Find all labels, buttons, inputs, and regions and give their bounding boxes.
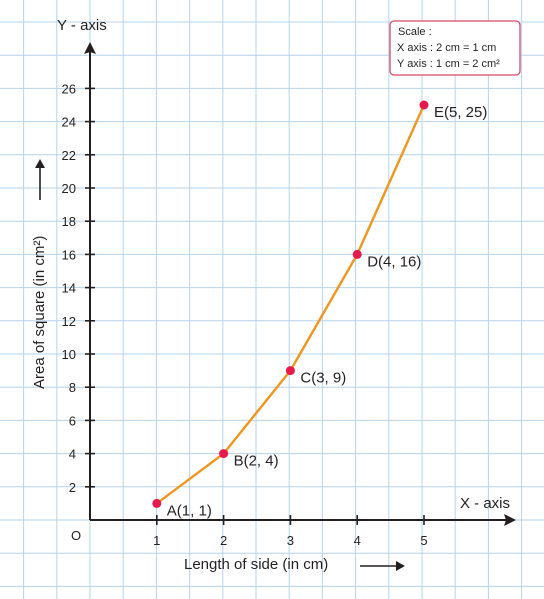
x-tick-label: 3 xyxy=(287,533,294,548)
y-axis-title: Area of square (in cm²) xyxy=(31,236,48,389)
scale-x-line: X axis : 2 cm = 1 cm xyxy=(397,42,496,54)
point-label: D(4, 16) xyxy=(367,253,421,270)
y-tick-label: 4 xyxy=(69,447,76,462)
data-points: A(1, 1) B(2, 4) C(3, 9) D(4, 16) E(5, 25) xyxy=(152,100,487,519)
scale-box: Scale : X axis : 2 cm = 1 cm Y axis : 1 … xyxy=(389,20,521,76)
x-tick-label: 2 xyxy=(220,533,227,548)
x-axis-name: X - axis xyxy=(460,495,510,512)
data-point xyxy=(419,100,429,110)
y-axis-name: Y - axis xyxy=(57,17,107,34)
y-tick-label: 20 xyxy=(62,181,76,196)
x-ticks: 1 2 3 4 5 xyxy=(153,515,428,548)
y-tick-label: 6 xyxy=(69,413,76,428)
scale-box-border xyxy=(389,20,521,76)
y-tick-label: 2 xyxy=(69,480,76,495)
origin-label: O xyxy=(71,528,81,543)
y-tick-label: 24 xyxy=(62,115,76,130)
scale-title: Scale : xyxy=(398,26,432,38)
data-point xyxy=(152,498,162,508)
y-axis-arrowhead xyxy=(84,42,96,54)
point-label: A(1, 1) xyxy=(167,502,212,519)
x-axis-title: Length of side (in cm) xyxy=(184,556,328,573)
y-tick-label: 14 xyxy=(62,281,76,296)
x-tick-label: 1 xyxy=(153,533,160,548)
point-label: E(5, 25) xyxy=(434,104,487,121)
x-tick-label: 4 xyxy=(354,533,361,548)
point-label: B(2, 4) xyxy=(234,453,279,470)
scale-y-line: Y axis : 1 cm = 2 cm² xyxy=(397,58,500,70)
data-point xyxy=(219,449,229,459)
x-axis-arrowhead xyxy=(504,514,516,526)
data-point xyxy=(352,249,362,259)
y-axis-title-arrow xyxy=(35,159,45,200)
x-axis-title-arrow xyxy=(360,561,405,571)
y-tick-label: 12 xyxy=(62,314,76,329)
y-tick-label: 16 xyxy=(62,247,76,262)
axes xyxy=(84,42,516,526)
data-point xyxy=(285,366,295,376)
y-tick-label: 26 xyxy=(62,81,76,96)
y-tick-label: 18 xyxy=(62,214,76,229)
x-tick-label: 5 xyxy=(420,533,427,548)
series-line xyxy=(156,104,426,505)
y-tick-label: 8 xyxy=(69,380,76,395)
point-label: C(3, 9) xyxy=(300,370,346,387)
y-tick-label: 10 xyxy=(62,347,76,362)
y-tick-label: 22 xyxy=(62,148,76,163)
